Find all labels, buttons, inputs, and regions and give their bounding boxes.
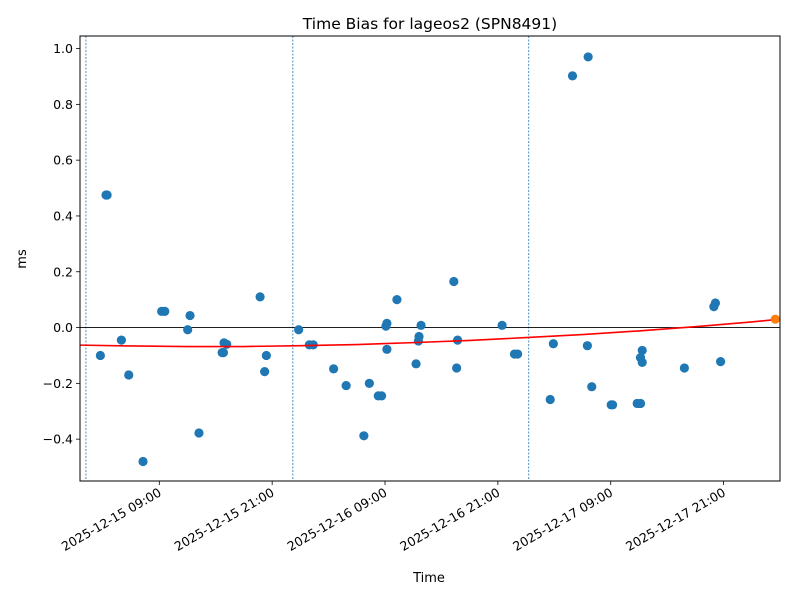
y-tick-label: −0.2 xyxy=(43,376,73,391)
data-point xyxy=(452,363,461,372)
data-point xyxy=(549,339,558,348)
data-point xyxy=(262,351,271,360)
data-point xyxy=(222,340,231,349)
data-point xyxy=(680,363,689,372)
data-point xyxy=(103,190,112,199)
data-point xyxy=(636,399,645,408)
y-tick-label: 1.0 xyxy=(53,41,73,56)
data-point xyxy=(546,395,555,404)
x-axis-label: Time xyxy=(412,571,445,586)
data-point xyxy=(411,359,420,368)
y-tick-label: 0.2 xyxy=(53,264,73,279)
data-point xyxy=(260,367,269,376)
data-point xyxy=(392,295,401,304)
data-point xyxy=(138,457,147,466)
data-point xyxy=(513,349,522,358)
data-point xyxy=(365,379,374,388)
y-tick-label: 0.0 xyxy=(53,320,73,335)
data-point xyxy=(255,292,264,301)
chart-title: Time Bias for lageos2 (SPN8491) xyxy=(302,15,557,33)
data-point xyxy=(638,358,647,367)
data-point xyxy=(377,391,386,400)
data-point xyxy=(608,400,617,409)
data-point xyxy=(96,351,105,360)
y-axis-label: ms xyxy=(15,249,30,269)
data-point xyxy=(449,277,458,286)
data-point xyxy=(185,311,194,320)
data-point xyxy=(160,307,169,316)
data-point xyxy=(219,348,228,357)
data-point xyxy=(638,346,647,355)
data-point xyxy=(329,364,338,373)
data-point xyxy=(382,319,391,328)
data-point xyxy=(584,52,593,61)
data-point xyxy=(416,321,425,330)
data-point xyxy=(359,431,368,440)
data-point xyxy=(583,341,592,350)
y-tick-label: 0.6 xyxy=(53,153,73,168)
data-point xyxy=(414,332,423,341)
y-tick-label: −0.4 xyxy=(43,432,73,447)
data-point xyxy=(498,321,507,330)
data-point xyxy=(711,298,720,307)
data-point xyxy=(124,370,133,379)
y-tick-label: 0.4 xyxy=(53,208,73,223)
data-point xyxy=(342,381,351,390)
data-point xyxy=(716,357,725,366)
data-point xyxy=(294,325,303,334)
data-point xyxy=(587,382,596,391)
data-point xyxy=(183,325,192,334)
y-tick-label: 0.8 xyxy=(53,97,73,112)
highlight-point xyxy=(771,315,780,324)
data-point xyxy=(194,428,203,437)
data-point xyxy=(117,336,126,345)
data-point xyxy=(382,345,391,354)
data-point xyxy=(568,71,577,80)
